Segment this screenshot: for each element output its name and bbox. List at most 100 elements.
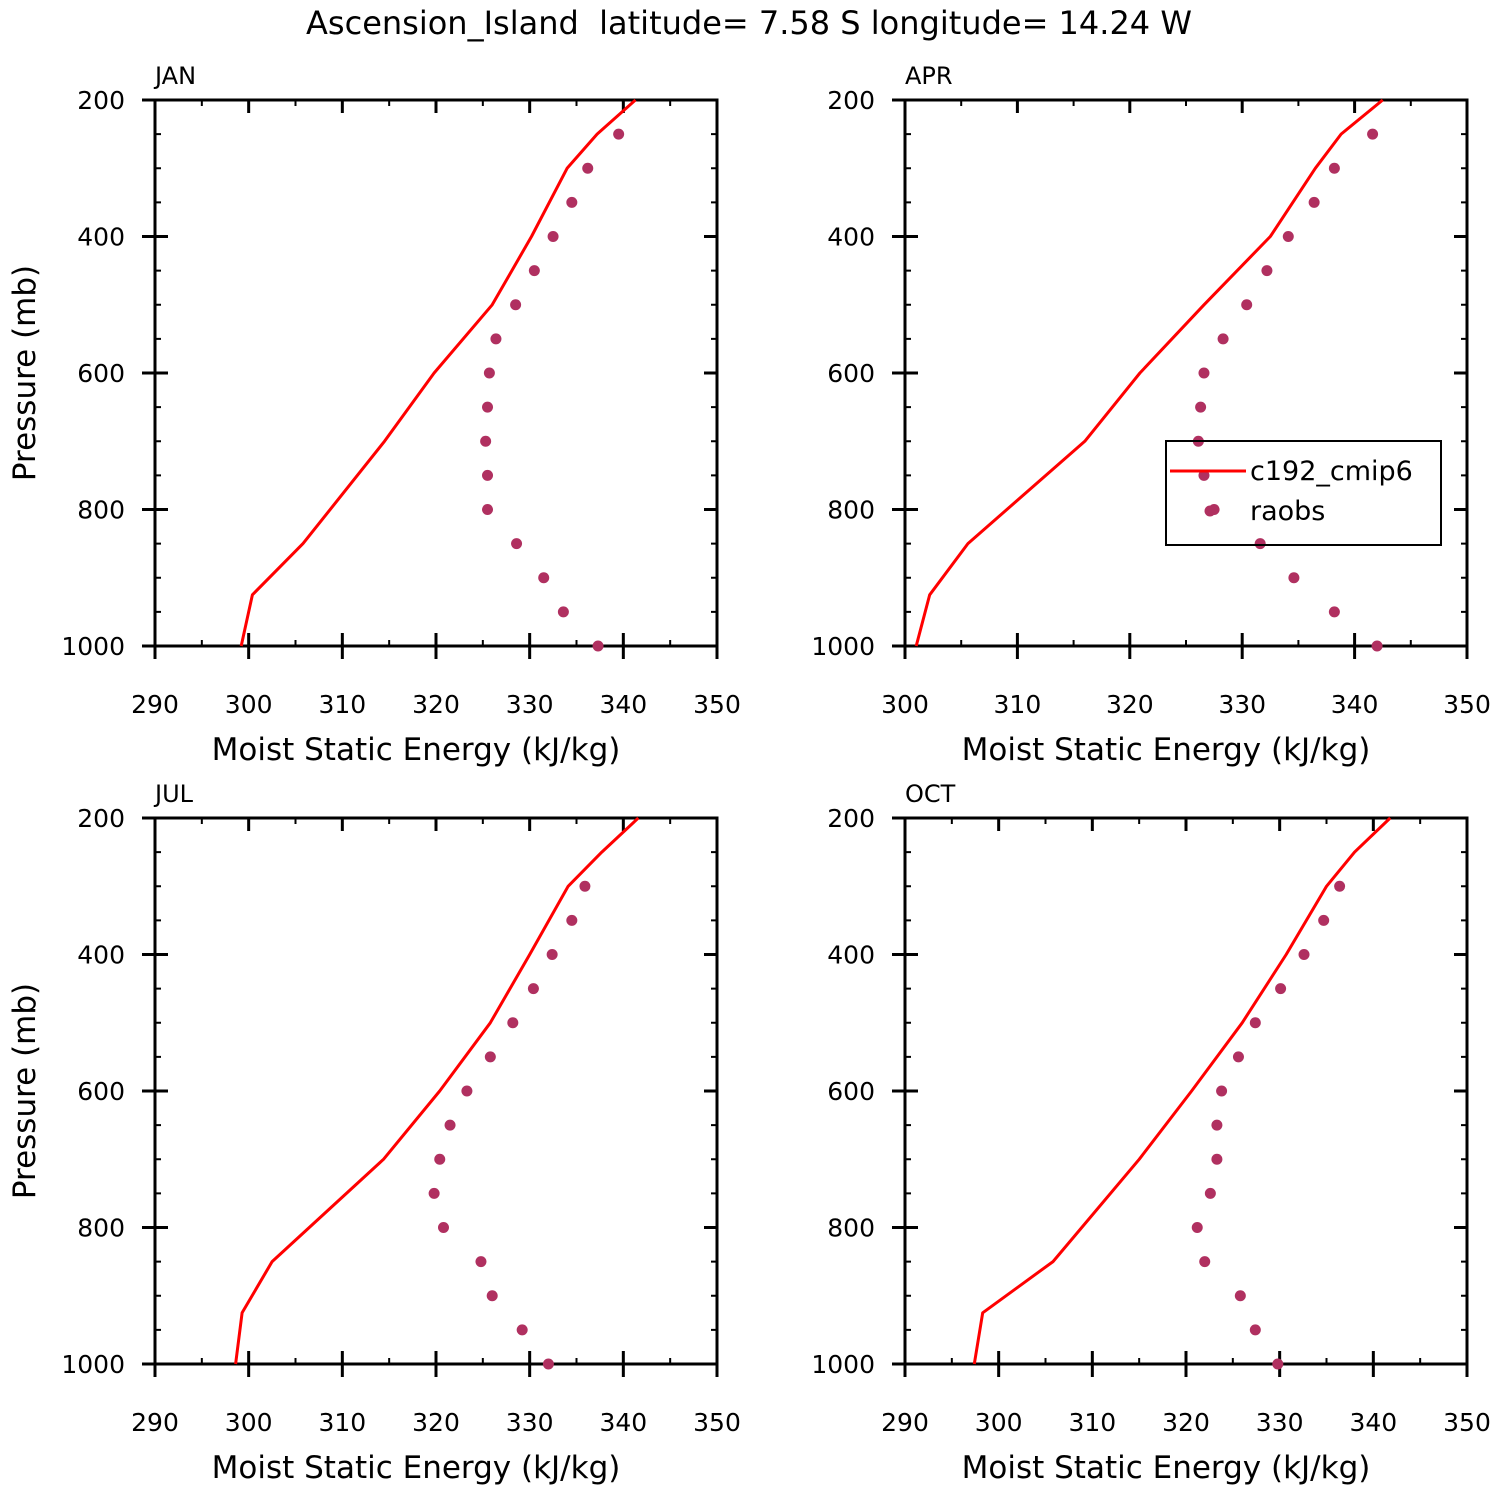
series-point-raobs [1334, 880, 1346, 892]
y-tick-label: 400 [77, 941, 125, 970]
plot-frame [903, 98, 1469, 648]
x-axis-label: Moist Static Energy (kJ/kg) [212, 1450, 621, 1486]
y-tick-label: 200 [77, 86, 125, 115]
panel-label: APR [905, 62, 953, 90]
series-point-raobs [482, 469, 494, 481]
series-line-c192_cmip6 [972, 816, 1392, 1365]
y-tick-label: 1000 [61, 632, 125, 661]
series-point-raobs [437, 1222, 449, 1233]
x-tick-label: 350 [693, 1408, 741, 1437]
y-tick-label: 1000 [811, 632, 875, 661]
y-tick-label: 800 [77, 1214, 125, 1243]
x-tick-label: 350 [1443, 1408, 1491, 1437]
series-point-raobs [1216, 1085, 1228, 1097]
plot-frame [903, 816, 1469, 1366]
x-tick-label: 320 [412, 1408, 460, 1437]
y-tick-label: 400 [77, 223, 125, 252]
series-point-raobs [1241, 299, 1253, 311]
series-line-c192_cmip6 [234, 816, 640, 1365]
y-tick-label: 400 [827, 941, 875, 970]
x-tick-label: 350 [1443, 690, 1491, 719]
series-point-raobs [511, 538, 523, 550]
panel-label: JUL [153, 780, 194, 808]
x-tick-label: 310 [318, 690, 366, 719]
panel-jul: JUL 290 300 310 320 330 340 350 200 400 600 800 1000… [7, 780, 741, 1486]
series-point-raobs [1234, 1290, 1246, 1302]
y-tick-label: 800 [827, 496, 875, 525]
series-point-raobs [1282, 231, 1294, 242]
x-tick-label: 310 [318, 1408, 366, 1437]
series-point-raobs [1198, 469, 1210, 481]
x-tick-label: 310 [1068, 1408, 1116, 1437]
x-tick-label: 340 [1349, 1408, 1397, 1437]
series-point-raobs [557, 606, 569, 618]
series-point-raobs [1232, 1051, 1244, 1063]
series-point-raobs [527, 983, 539, 995]
series-point-raobs [1204, 1187, 1216, 1199]
plot-frame [153, 816, 719, 1366]
series-point-raobs [516, 1324, 528, 1336]
series-point-raobs [482, 401, 494, 413]
x-tick-label: 320 [412, 690, 460, 719]
x-tick-label: 330 [506, 1408, 554, 1437]
series-point-raobs [490, 333, 502, 345]
y-tick-label: 600 [77, 1077, 125, 1106]
x-tick-label: 290 [131, 690, 179, 719]
y-tick-label: 600 [77, 359, 125, 388]
series-point-raobs [1249, 1324, 1261, 1336]
x-tick-label: 300 [225, 690, 273, 719]
panel-label: OCT [905, 780, 956, 808]
y-tick-label: 600 [827, 1077, 875, 1106]
y-tick-label: 1000 [61, 1350, 125, 1379]
x-axis-label: Moist Static Energy (kJ/kg) [212, 732, 621, 768]
x-tick-label: 300 [225, 1408, 273, 1437]
series-point-raobs [1261, 265, 1273, 277]
series-point-raobs [475, 1256, 487, 1268]
series-point-raobs [510, 299, 522, 311]
series-point-raobs [1367, 128, 1379, 140]
y-tick-label: 800 [827, 1214, 875, 1243]
panel-label: JAN [153, 62, 196, 90]
series-point-raobs [507, 1017, 519, 1029]
x-tick-label: 330 [1256, 1408, 1304, 1437]
series-point-raobs [1249, 1017, 1261, 1029]
series-point-raobs [566, 914, 578, 926]
series-point-raobs [461, 1085, 473, 1097]
series-point-raobs [542, 1358, 554, 1370]
series-point-raobs [538, 572, 550, 584]
x-axis-label: Moist Static Energy (kJ/kg) [962, 732, 1371, 768]
series-point-raobs [579, 880, 591, 892]
series-point-raobs [483, 367, 495, 379]
series-point-raobs [1191, 1222, 1203, 1233]
x-tick-label: 340 [1331, 690, 1379, 719]
series-point-raobs [1328, 606, 1340, 618]
y-tick-label: 800 [77, 496, 125, 525]
x-tick-label: 300 [881, 690, 929, 719]
series-point-raobs [1328, 162, 1340, 174]
plot-frame [153, 98, 719, 648]
x-tick-label: 320 [1162, 1408, 1210, 1437]
series-point-raobs [434, 1153, 446, 1165]
panel-oct: OCT 290 300 310 320 330 340 350 200 400 600 800 1000… [811, 780, 1490, 1486]
x-tick-label: 300 [975, 1408, 1023, 1437]
y-axis-label: Pressure (mb) [7, 983, 43, 1199]
x-tick-label: 290 [131, 1408, 179, 1437]
series-point-raobs [484, 1051, 496, 1063]
panel-jan: JAN 290 300 310 320 330 340 350 200 400 600 800 1000… [7, 62, 741, 768]
series-point-raobs [1195, 401, 1207, 413]
series-point-raobs [480, 435, 492, 447]
series-point-raobs [1254, 538, 1266, 550]
x-axis-label: Moist Static Energy (kJ/kg) [962, 1450, 1371, 1486]
x-tick-label: 290 [881, 1408, 929, 1437]
series-point-raobs [546, 949, 558, 960]
y-tick-label: 600 [827, 359, 875, 388]
series-point-raobs [1198, 367, 1210, 379]
series-line-c192_cmip6 [914, 98, 1384, 647]
series-point-raobs [1217, 333, 1229, 345]
series-point-raobs [486, 1290, 498, 1302]
series-point-raobs [428, 1187, 440, 1199]
series-point-raobs [1211, 1153, 1223, 1165]
panel-apr: APR 300 310 320 330 340 350 200 400 600 800 1000 Moi… [811, 62, 1490, 768]
